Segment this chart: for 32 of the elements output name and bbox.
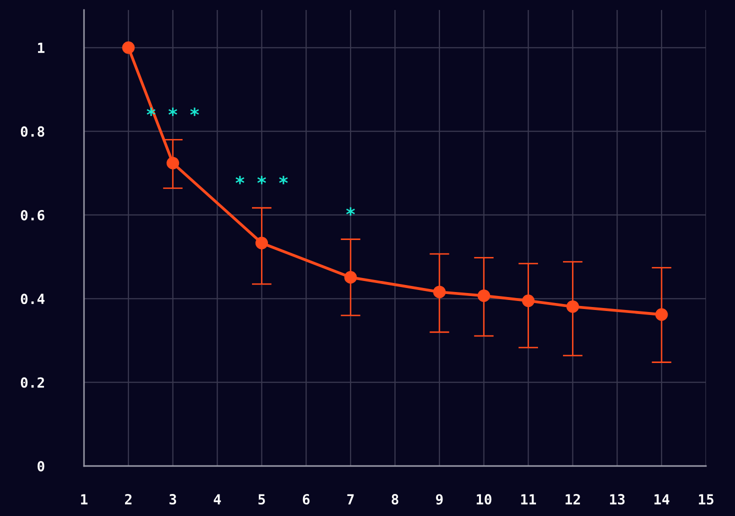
x-tick-label: 10 <box>476 494 492 505</box>
annotation: * * * <box>236 176 288 184</box>
point <box>655 308 668 321</box>
x-tick-label: 5 <box>258 494 265 505</box>
point <box>566 300 579 313</box>
annotation: * <box>346 207 355 216</box>
x-tick-label: 15 <box>698 494 714 505</box>
x-tick-label: 8 <box>392 494 398 505</box>
y-tick-label: 0.2 <box>20 377 44 388</box>
x-tick-label: 4 <box>214 494 221 504</box>
y-tick-label: 0.8 <box>20 126 44 137</box>
point <box>255 236 268 250</box>
y-tick-label: 0 <box>38 460 44 472</box>
point <box>344 271 357 284</box>
point <box>478 289 490 302</box>
x-tick-label: 7 <box>347 494 354 504</box>
x-tick-label: 12 <box>566 494 580 504</box>
x-tick-label: 6 <box>302 494 310 505</box>
y-tick-label: 1 <box>38 42 44 53</box>
x-tick-label: 9 <box>436 494 443 505</box>
point <box>522 294 535 308</box>
point <box>433 286 446 298</box>
x-tick-label: 13 <box>610 494 625 505</box>
x-tick-label: 14 <box>654 494 670 504</box>
point <box>122 41 135 54</box>
x-tick-label: 11 <box>521 494 536 504</box>
y-tick-label: 0.6 <box>20 210 44 220</box>
x-tick-label: 1 <box>81 494 88 504</box>
point <box>166 156 180 170</box>
x-tick-label: 3 <box>170 494 176 505</box>
x-tick-label: 2 <box>125 494 132 504</box>
y-tick-label: 0.4 <box>20 294 44 304</box>
